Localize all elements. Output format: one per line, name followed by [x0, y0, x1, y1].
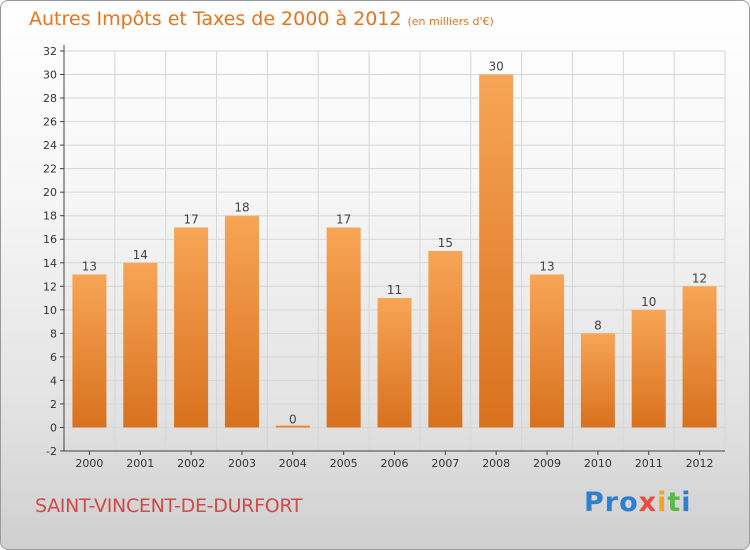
bar [72, 274, 107, 428]
bar-value-label: 8 [594, 318, 602, 332]
y-tick-label: 14 [43, 257, 57, 270]
proxiti-logo[interactable]: Proxiti [584, 487, 692, 518]
y-tick-label: 32 [43, 45, 57, 58]
bar-value-label: 30 [489, 60, 504, 74]
x-tick-label: 2005 [330, 457, 358, 470]
bar-value-label: 10 [641, 295, 656, 309]
bar [479, 74, 514, 428]
y-tick-label: 16 [43, 233, 57, 246]
logo-part-1: Pro [584, 487, 639, 518]
x-tick-label: 2009 [533, 457, 561, 470]
bar [631, 309, 666, 428]
commune-name: SAINT-VINCENT-DE-DURFORT [35, 495, 303, 517]
y-tick-label: 10 [43, 304, 57, 317]
bar-value-label: 11 [387, 283, 402, 297]
chart-title: Autres Impôts et Taxes de 2000 à 2012 (en… [29, 8, 494, 30]
bar [326, 227, 361, 428]
x-tick-label: 2011 [635, 457, 663, 470]
bar-value-label: 13 [539, 260, 554, 274]
bar [174, 227, 209, 428]
x-tick-label: 2010 [584, 457, 612, 470]
x-tick-label: 2003 [228, 457, 256, 470]
x-tick-label: 2008 [482, 457, 510, 470]
bar [224, 215, 259, 428]
x-tick-label: 2007 [431, 457, 459, 470]
x-tick-label: 2006 [381, 457, 409, 470]
bar [530, 274, 565, 428]
bar-value-label: 17 [336, 212, 351, 226]
logo-part-2: x [638, 487, 658, 518]
bar-value-label: 15 [438, 236, 453, 250]
bar [275, 425, 310, 428]
y-tick-label: 22 [43, 163, 57, 176]
y-tick-label: 20 [43, 186, 57, 199]
bar [580, 333, 615, 428]
bar [428, 251, 463, 428]
bar [123, 262, 158, 428]
bar [682, 286, 717, 428]
x-tick-label: 2000 [75, 457, 103, 470]
logo-part-5: i [681, 487, 692, 518]
y-tick-label: 2 [50, 398, 57, 411]
y-tick-label: 8 [50, 327, 57, 340]
y-tick-label: 0 [50, 421, 57, 434]
bar-value-label: 0 [289, 412, 297, 426]
bars [72, 74, 717, 428]
y-tick-label: 26 [43, 116, 57, 129]
chart-subtitle: (en milliers d'€) [407, 15, 494, 28]
y-tick-label: 30 [43, 69, 57, 82]
x-tick-label: 2001 [126, 457, 154, 470]
chart-title-text: Autres Impôts et Taxes de 2000 à 2012 [29, 8, 402, 30]
logo-part-3: i [657, 487, 668, 518]
data-labels: 13 14 17 18 0 17 11 15 30 13 8 10 12 [82, 60, 707, 427]
y-tick-label: 4 [50, 374, 57, 387]
y-tick-label: 6 [50, 351, 57, 364]
y-tick-label: 12 [43, 280, 57, 293]
x-tick-label: 2004 [279, 457, 307, 470]
bar [377, 298, 412, 428]
x-tick-label: 2002 [177, 457, 205, 470]
y-tick-label: 18 [43, 210, 57, 223]
bar-value-label: 12 [692, 271, 707, 285]
logo-part-4: t [667, 487, 682, 518]
bar-value-label: 13 [82, 260, 97, 274]
bar-value-label: 17 [183, 212, 198, 226]
bar-value-label: 14 [133, 248, 148, 262]
x-tick-label: 2012 [686, 457, 714, 470]
bar-value-label: 18 [234, 201, 249, 215]
y-tick-label: 24 [43, 139, 57, 152]
y-tick-label: -2 [46, 445, 57, 458]
y-tick-label: 28 [43, 92, 57, 105]
